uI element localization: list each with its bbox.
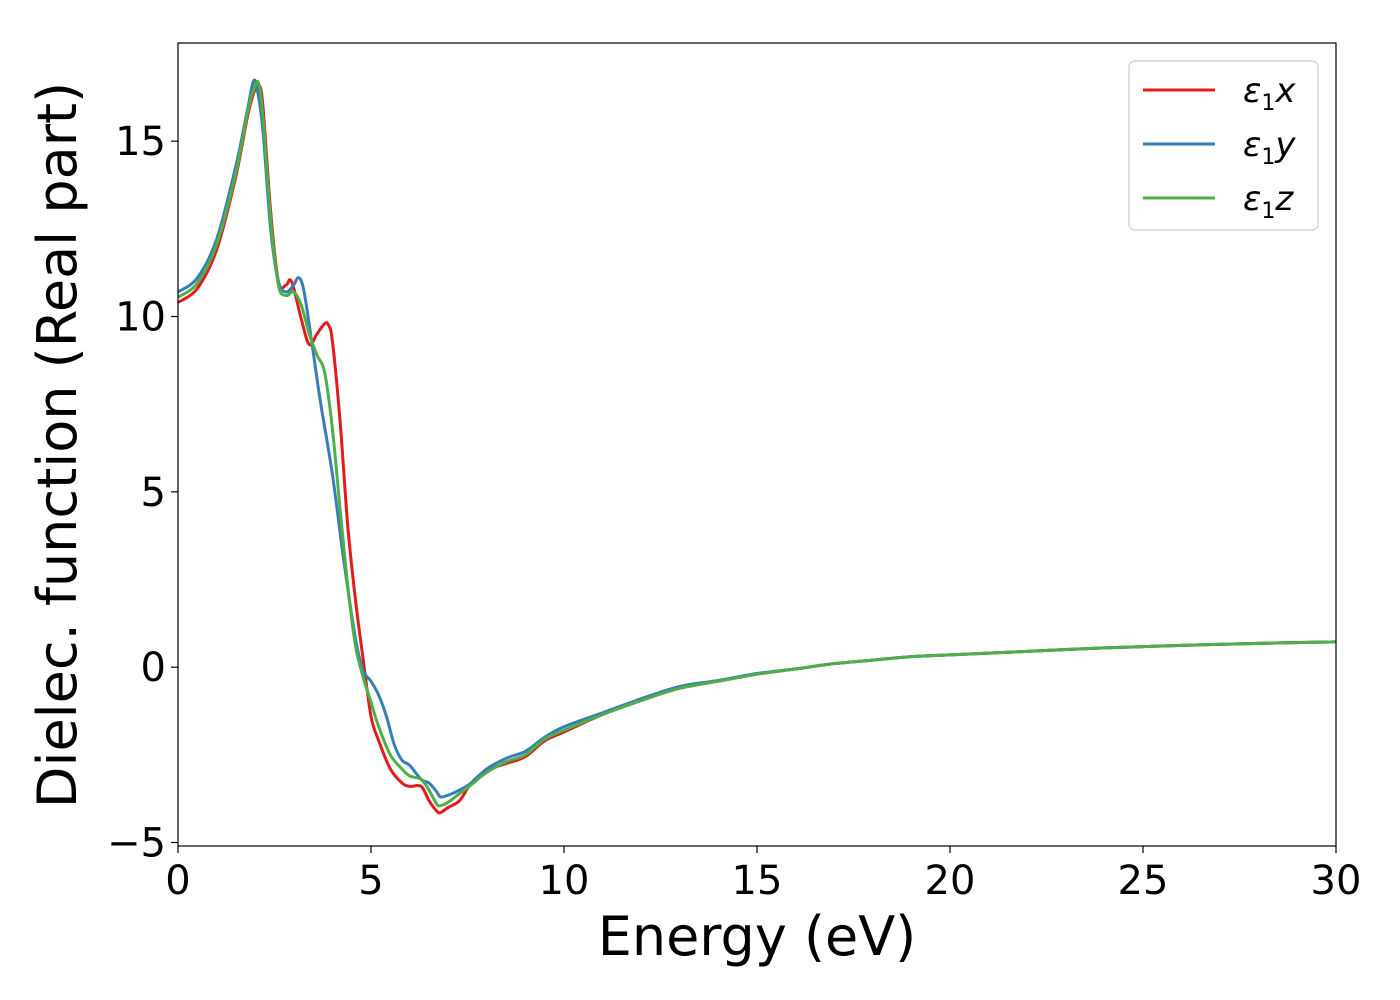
x-tick-label: 20 <box>925 858 976 904</box>
x-tick-label: 15 <box>732 858 783 904</box>
y-tick-label: 0 <box>141 645 166 691</box>
legend: ε1x ε1y ε1z <box>1128 60 1319 231</box>
x-tick-label: 30 <box>1311 858 1362 904</box>
legend-label-z: ε1z <box>1243 179 1294 224</box>
x-tick-label: 25 <box>1118 858 1169 904</box>
legend-label-x: ε1x <box>1243 71 1296 116</box>
y-tick-label: 10 <box>115 295 166 341</box>
y-tick-label: 15 <box>115 119 166 165</box>
x-axis-title: Energy (eV) <box>598 905 917 968</box>
series-line-z <box>178 79 1336 808</box>
y-tick-label: −5 <box>107 820 166 866</box>
x-tick-label: 0 <box>165 858 190 904</box>
y-axis-title: Dielec. function (Real part) <box>26 82 89 808</box>
series-layer <box>178 78 1336 815</box>
y-axis: −5 0 5 10 15 <box>107 119 178 866</box>
x-axis: 0 5 10 15 20 25 30 <box>165 846 1361 904</box>
y-tick-label: 5 <box>141 470 166 516</box>
x-tick-label: 10 <box>539 858 590 904</box>
legend-frame <box>1128 60 1319 231</box>
x-tick-label: 5 <box>358 858 383 904</box>
legend-label-y: ε1y <box>1243 125 1296 170</box>
